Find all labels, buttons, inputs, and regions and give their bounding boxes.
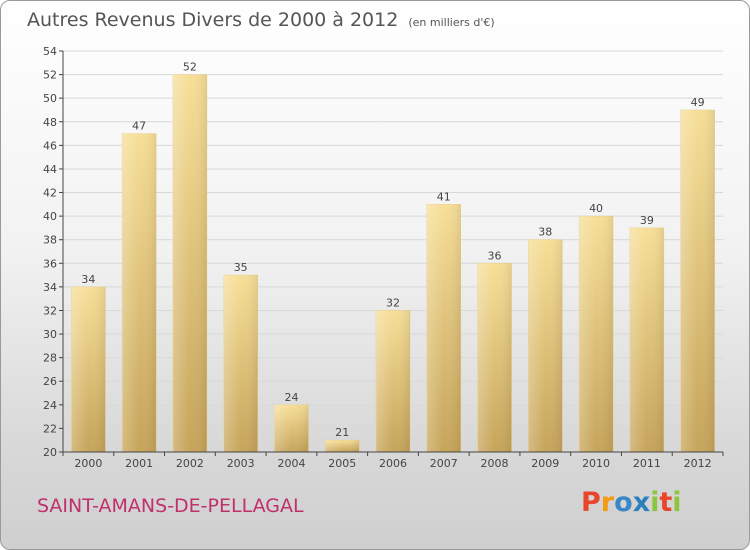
x-tick-label: 2001 — [125, 457, 153, 470]
x-tick-label: 2011 — [633, 457, 661, 470]
logo-letter: r — [600, 487, 615, 518]
chart-title-text: Autres Revenus Divers de 2000 à 2012 — [27, 9, 399, 31]
bar-sheen — [274, 404, 309, 452]
chart-subtitle: (en milliers d'€) — [408, 16, 495, 29]
x-tick-label: 2009 — [531, 457, 559, 470]
y-tick-label: 20 — [43, 446, 57, 459]
bar-value-label: 32 — [386, 296, 400, 309]
bar-sheen — [680, 109, 715, 453]
y-tick-label: 40 — [43, 210, 57, 223]
logo-letter: i — [650, 487, 660, 518]
bar-sheen — [579, 216, 614, 452]
y-tick-label: 54 — [43, 45, 57, 58]
bar-sheen — [426, 204, 461, 452]
bar-value-label: 36 — [488, 249, 502, 262]
bar-sheen — [122, 133, 157, 452]
x-tick-label: 2002 — [176, 457, 204, 470]
logo-letter: P — [581, 487, 601, 518]
y-tick-label: 24 — [43, 399, 57, 412]
y-tick-label: 28 — [43, 352, 57, 365]
chart-title: Autres Revenus Divers de 2000 à 2012 (en… — [27, 9, 495, 31]
logo-letter: o — [614, 487, 633, 518]
bar-value-label: 39 — [640, 214, 654, 227]
bar-sheen — [629, 227, 664, 452]
x-tick-label: 2007 — [430, 457, 458, 470]
x-tick-label: 2003 — [227, 457, 255, 470]
bar-sheen — [528, 239, 563, 452]
x-tick-label: 2005 — [328, 457, 356, 470]
y-tick-label: 34 — [43, 281, 57, 294]
logo-letter: x — [632, 487, 651, 518]
x-tick-label: 2000 — [74, 457, 102, 470]
y-tick-label: 30 — [43, 328, 57, 341]
bar-sheen — [376, 310, 410, 452]
y-tick-label: 38 — [43, 234, 57, 247]
y-tick-label: 26 — [43, 375, 57, 388]
y-tick-label: 52 — [43, 69, 57, 82]
y-tick-label: 22 — [43, 422, 57, 435]
logo-letter: i — [672, 487, 682, 518]
bar-sheen — [325, 440, 360, 452]
bar-sheen — [172, 74, 207, 453]
bar-value-label: 38 — [538, 226, 552, 239]
y-tick-label: 50 — [43, 92, 57, 105]
bar-sheen — [71, 286, 106, 452]
bar-value-label: 21 — [335, 426, 349, 439]
y-tick-label: 32 — [43, 304, 57, 317]
bar-value-label: 41 — [437, 190, 451, 203]
y-tick-label: 36 — [43, 257, 57, 270]
y-tick-label: 46 — [43, 139, 57, 152]
logo-letter: t — [659, 487, 673, 518]
bar-sheen — [477, 263, 512, 452]
bar-value-label: 35 — [234, 261, 248, 274]
y-tick-label: 44 — [43, 163, 57, 176]
bar-value-label: 24 — [284, 391, 298, 404]
axes: 20 22 24 26 28 30 32 34 36 38 40 42 44 46 48 50 52 54 2000… — [43, 45, 724, 470]
bar-value-label: 47 — [132, 120, 146, 133]
bar-value-label: 40 — [589, 202, 603, 215]
x-tick-label: 2012 — [684, 457, 712, 470]
bar-value-label: 34 — [81, 273, 95, 286]
bar-value-label: 52 — [183, 61, 197, 74]
y-tick-label: 42 — [43, 187, 57, 200]
x-tick-label: 2008 — [481, 457, 509, 470]
x-tick-label: 2006 — [379, 457, 407, 470]
y-tick-label: 48 — [43, 116, 57, 129]
bar-value-label: 49 — [691, 96, 705, 109]
x-tick-label: 2004 — [277, 457, 305, 470]
x-tick-label: 2010 — [582, 457, 610, 470]
bar-sheen — [223, 275, 258, 452]
place-name: SAINT-AMANS-DE-PELLAGAL — [37, 495, 304, 517]
bars: 34 47 52 35 24 21 32 41 36 38 40 39 49 — [71, 61, 715, 453]
proxiti-logo: Proxiti — [581, 487, 682, 518]
